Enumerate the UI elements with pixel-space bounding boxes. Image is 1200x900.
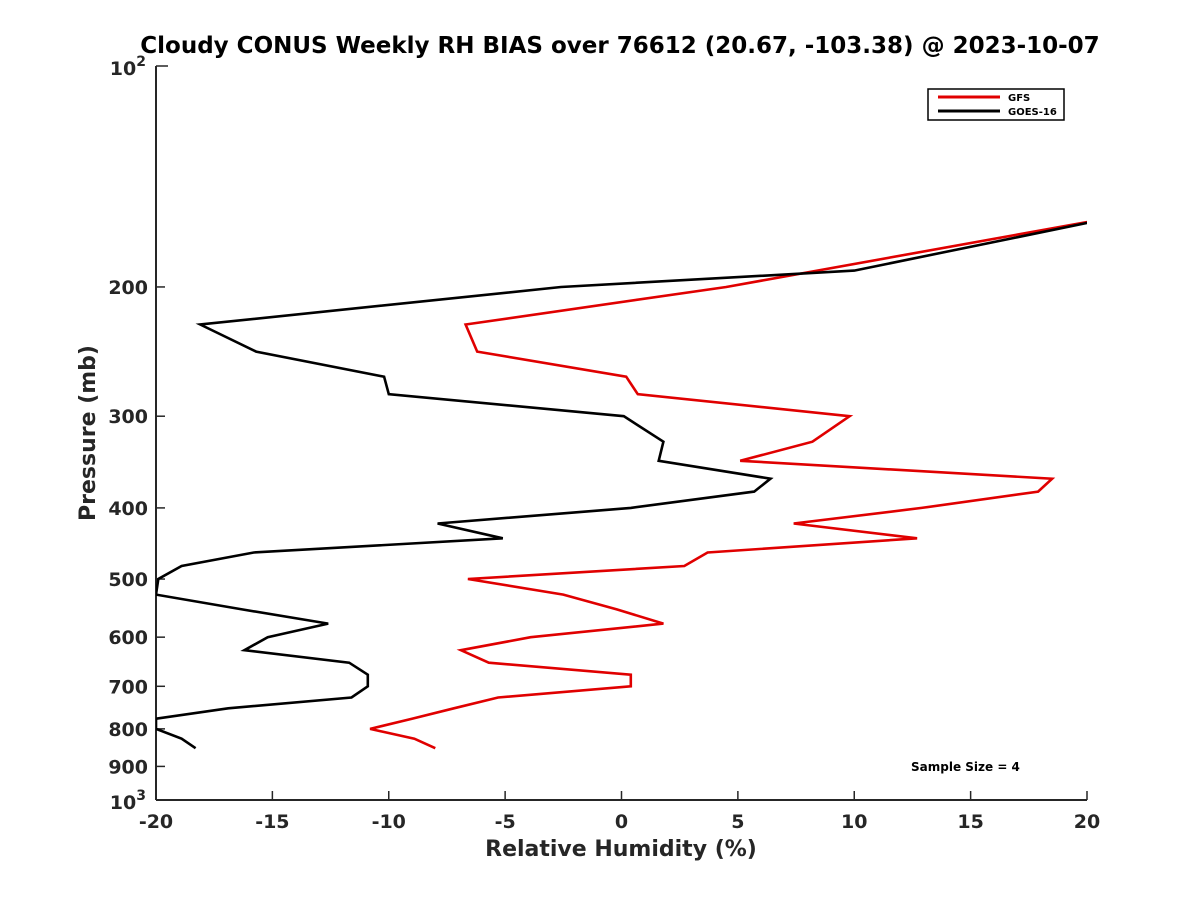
series-line-gfs [369,220,1087,750]
legend-label-gfs: GFS [1008,93,1030,104]
y-tick-label: 300 [108,406,148,428]
x-axis-label: Relative Humidity (%) [485,837,757,862]
y-tick-label: 900 [108,756,148,778]
x-tick-label: -5 [495,811,516,833]
x-tick-label: 0 [615,811,628,833]
y-major-tick-label: 103 [110,788,146,814]
x-ticks: -20 -15 -10 -5 0 5 10 15 20 [139,791,1100,833]
y-major-tick-label: 102 [110,54,146,80]
x-tick-label: 10 [841,811,867,833]
y-tick-label: 800 [108,719,148,741]
y-tick-label: 200 [108,277,148,299]
x-tick-label: -20 [139,811,173,833]
x-tick-label: 20 [1074,811,1100,833]
y-tick-label: 600 [108,627,148,649]
series-layer [156,220,1087,750]
y-tick-label: 400 [108,498,148,520]
legend-label-goes: GOES-16 [1008,107,1057,118]
x-tick-label: 15 [957,811,983,833]
y-tick-label: 500 [108,569,148,591]
y-ticks: 200 300 400 500 600 700 800 900 102 103 [108,54,168,814]
y-axis-label: Pressure (mb) [76,345,101,521]
x-tick-label: 5 [731,811,744,833]
x-tick-label: -15 [255,811,289,833]
x-tick-label: -10 [372,811,406,833]
series-line-goes-16 [156,221,1087,750]
legend: GFS GOES-16 [927,88,1065,121]
y-tick-label: 700 [108,676,148,698]
plot-area: -20 -15 -10 -5 0 5 10 15 20 200 300 400 500 600 700 80… [108,54,1100,833]
chart-title: Cloudy CONUS Weekly RH BIAS over 76612 (… [140,33,1099,59]
sample-size-annotation: Sample Size = 4 [911,760,1020,774]
legend-box [927,88,1065,121]
